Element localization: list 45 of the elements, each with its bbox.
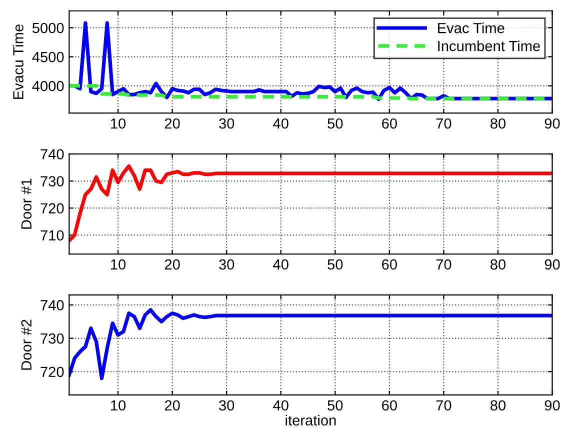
y-axis-title: Door #2 [21, 320, 32, 370]
line-series [69, 164, 552, 242]
x-tick-label: 80 [490, 118, 506, 129]
x-tick-label: 60 [382, 400, 397, 411]
x-tick-label: 20 [164, 400, 180, 411]
x-tick-label: 50 [328, 118, 343, 129]
x-tick-label: 60 [382, 259, 397, 270]
x-tick-label: 40 [273, 259, 288, 270]
x-tick-label: 20 [164, 118, 180, 129]
x-tick-label: 90 [544, 400, 560, 411]
x-tick-label: 10 [111, 400, 126, 411]
x-tick-label: 10 [111, 118, 126, 129]
x-tick-label: 80 [490, 259, 506, 270]
y-tick-label: 740 [40, 300, 64, 310]
y-tick-label: 720 [40, 203, 64, 214]
x-tick-label: 70 [436, 259, 452, 270]
x-tick-label: 30 [219, 400, 234, 411]
line-series [69, 308, 552, 380]
x-tick-label: 90 [544, 118, 560, 129]
y-tick-label: 5000 [32, 22, 64, 34]
x-tick-label: 70 [436, 400, 452, 411]
x-tick-label: 10 [111, 259, 126, 270]
y-axis-title: Door #1 [21, 178, 32, 229]
x-tick-label: 80 [490, 400, 506, 411]
x-tick-label: 50 [328, 259, 343, 270]
x-tick-label: 40 [273, 400, 288, 411]
y-tick-label: 730 [40, 333, 64, 344]
x-tick-label: 70 [436, 118, 452, 129]
x-tick-label: 60 [382, 118, 397, 129]
legend-label: Incumbent Time [438, 40, 540, 52]
x-tick-label: 40 [273, 118, 288, 129]
y-tick-label: 4000 [32, 80, 64, 92]
y-tick-label: 4500 [32, 52, 64, 62]
x-tick-label: 20 [164, 259, 180, 270]
x-axis-title: iteration [286, 414, 336, 426]
y-axis-title: Evacu Time [12, 24, 24, 99]
x-tick-label: 90 [544, 259, 560, 270]
y-tick-label: 740 [40, 149, 64, 160]
x-tick-label: 30 [219, 118, 234, 129]
x-tick-label: 30 [219, 259, 234, 270]
x-tick-label: 50 [328, 400, 343, 411]
y-tick-label: 710 [40, 230, 64, 241]
y-tick-label: 720 [40, 366, 64, 378]
y-tick-label: 730 [40, 176, 64, 186]
legend-label: Evac Time [438, 22, 504, 34]
